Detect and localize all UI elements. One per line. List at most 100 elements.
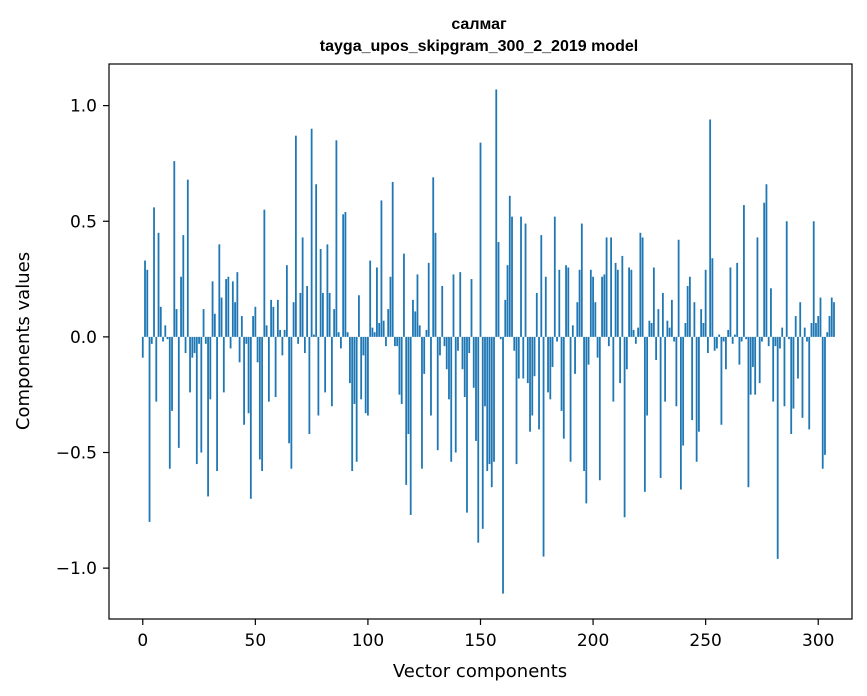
- bar: [213, 313, 216, 337]
- bar: [364, 336, 367, 414]
- bar: [830, 297, 833, 337]
- bar: [430, 336, 432, 416]
- bar: [184, 336, 187, 354]
- bar: [731, 336, 734, 344]
- bar: [819, 297, 822, 337]
- bar: [495, 89, 498, 337]
- bar: [481, 336, 484, 529]
- bar: [331, 336, 333, 407]
- bar: [740, 336, 743, 342]
- bar: [659, 336, 662, 478]
- bar: [504, 299, 507, 337]
- bar: [772, 336, 775, 402]
- bar: [610, 237, 612, 337]
- bar: [704, 269, 707, 337]
- bar: [382, 320, 385, 337]
- bar: [405, 336, 408, 485]
- bar: [484, 336, 486, 407]
- y-axis-ticks: −1.0 −0.5 0.0 0.5 1.0: [56, 97, 109, 579]
- bar: [340, 336, 342, 349]
- bar: [261, 336, 263, 472]
- bar: [427, 262, 430, 337]
- bar: [709, 119, 712, 337]
- bar: [637, 327, 640, 337]
- bar: [817, 316, 820, 337]
- bar: [472, 336, 475, 388]
- bar: [542, 336, 545, 557]
- bar: [670, 299, 673, 337]
- bar: [418, 325, 421, 337]
- bar: [589, 269, 592, 337]
- bar: [493, 336, 495, 462]
- bar: [664, 336, 667, 402]
- bar: [700, 309, 703, 337]
- bar: [594, 302, 597, 337]
- bar: [148, 336, 151, 522]
- bar: [403, 253, 405, 337]
- bar: [562, 336, 565, 439]
- bar: [630, 269, 633, 337]
- bar: [718, 334, 721, 337]
- bar: [412, 299, 414, 337]
- bar: [810, 323, 813, 337]
- bar: [616, 269, 619, 337]
- y-axis-label: Components values: [13, 252, 34, 430]
- bar: [270, 299, 273, 337]
- bar: [511, 216, 513, 337]
- bar: [238, 336, 241, 363]
- bar: [234, 302, 236, 337]
- bar: [342, 214, 345, 337]
- bar: [263, 209, 266, 337]
- bar: [292, 302, 295, 337]
- bar: [711, 258, 714, 337]
- bar: [639, 232, 642, 337]
- bar: [168, 336, 171, 469]
- bar: [335, 140, 338, 337]
- bar: [623, 336, 626, 518]
- bar: [765, 184, 768, 337]
- bar: [162, 336, 164, 342]
- bar: [779, 336, 781, 349]
- bar: [218, 244, 221, 337]
- bar: [788, 336, 790, 340]
- bar: [524, 223, 527, 337]
- bar: [529, 336, 531, 432]
- bar: [443, 336, 446, 347]
- bar: [211, 281, 214, 337]
- bar: [475, 336, 477, 441]
- bar: [479, 142, 482, 337]
- bar: [821, 336, 824, 469]
- bar: [144, 260, 146, 337]
- bar: [445, 336, 448, 370]
- bar: [792, 336, 795, 409]
- x-tick-label: 300: [802, 631, 834, 651]
- bar: [227, 276, 230, 337]
- bar: [596, 336, 599, 358]
- bar: [272, 306, 275, 337]
- bar: [783, 336, 786, 407]
- bar: [745, 336, 748, 340]
- chart-subtitle: tayga_upos_skipgram_300_2_2019 model: [320, 38, 638, 55]
- bar: [231, 281, 234, 337]
- bar: [297, 336, 300, 344]
- bar: [319, 249, 322, 337]
- bar: [317, 336, 320, 416]
- bar: [153, 207, 155, 337]
- bar: [436, 336, 439, 451]
- bar: [279, 329, 282, 337]
- bar: [763, 202, 766, 337]
- bar: [643, 336, 646, 492]
- bar: [794, 316, 797, 337]
- bar: [380, 200, 383, 337]
- bar: [612, 336, 615, 402]
- bar: [166, 336, 169, 340]
- bar: [416, 274, 419, 337]
- bar: [155, 336, 158, 402]
- bar: [457, 336, 459, 351]
- bar: [466, 336, 468, 513]
- bar: [177, 336, 180, 448]
- bar: [463, 336, 466, 398]
- bar: [666, 320, 669, 337]
- bar: [580, 223, 583, 337]
- bar: [346, 332, 349, 337]
